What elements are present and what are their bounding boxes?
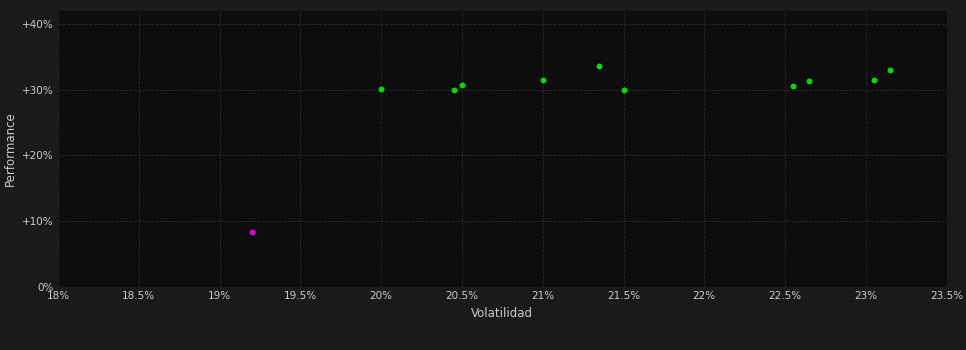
Y-axis label: Performance: Performance: [4, 111, 16, 186]
Point: [535, 77, 551, 83]
Point: [882, 67, 897, 72]
Point: [785, 83, 801, 89]
Point: [374, 86, 389, 92]
Point: [615, 88, 631, 93]
Point: [802, 78, 817, 84]
Point: [244, 230, 260, 235]
Point: [454, 82, 469, 88]
Point: [591, 63, 607, 69]
Point: [867, 77, 882, 83]
Point: [446, 87, 462, 92]
X-axis label: Volatilidad: Volatilidad: [471, 307, 533, 320]
